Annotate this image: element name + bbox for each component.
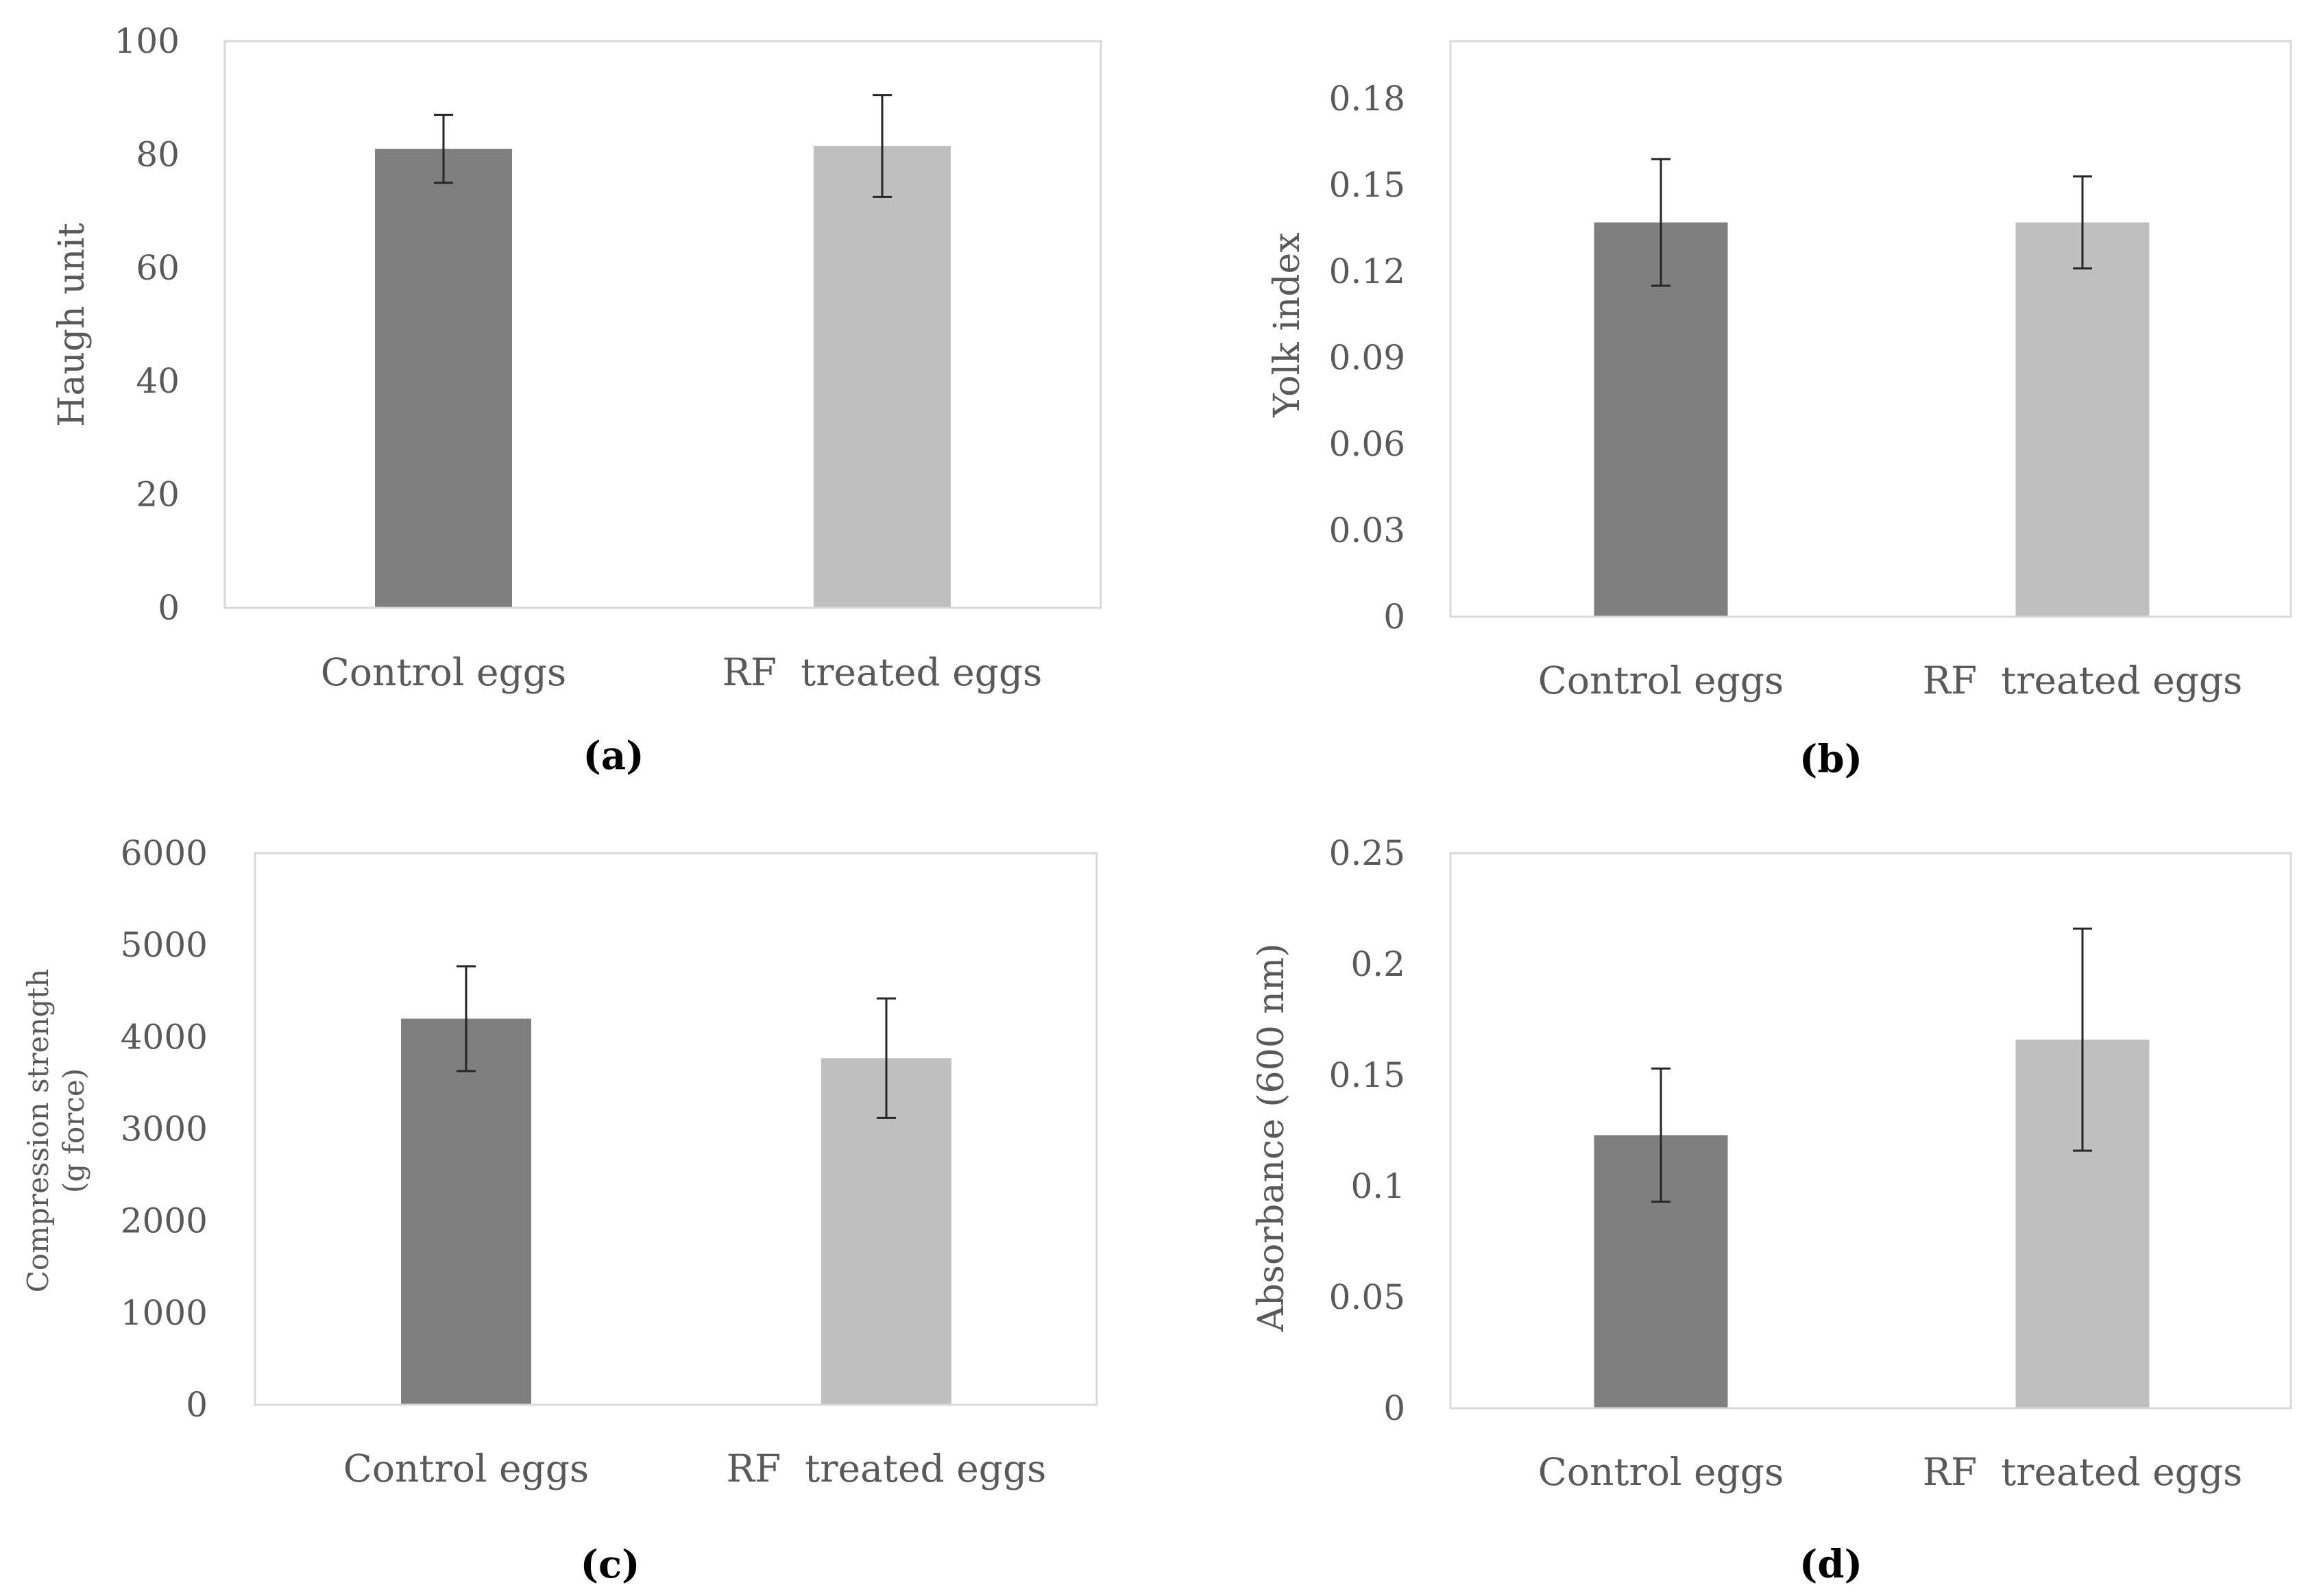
- error-bar: [2073, 175, 2092, 270]
- panel-b: 0 0.03 0.06 0.09 0.12 0.15 0.18 Control eggs RF…: [1267, 40, 2292, 782]
- y-tick-label: 20: [136, 475, 180, 515]
- panel-label-a: (a): [583, 733, 644, 778]
- panel-label-b: (b): [1799, 737, 1862, 782]
- bars-c: [401, 965, 951, 1405]
- plot-area-a: [223, 40, 1102, 609]
- bars-a: [375, 94, 951, 608]
- y-tick-label: 60: [136, 248, 180, 288]
- error-bar: [2073, 927, 2092, 1152]
- yticks-a: 0 20 40 60 80 100: [114, 21, 180, 628]
- y-tick-label: 6000: [121, 833, 208, 873]
- error-bar: [457, 965, 476, 1072]
- panel-a: 0 20 40 60 80 100 Control eggs RF treated eggs…: [51, 21, 1102, 778]
- error-bar: [877, 997, 896, 1119]
- yticks-c: 0 1000 2000 3000 4000 5000 6000: [121, 833, 208, 1425]
- bar: [2015, 222, 2150, 617]
- error-bar: [1651, 158, 1671, 287]
- bar: [814, 145, 951, 608]
- category-label: RF treated eggs: [722, 650, 1043, 694]
- plot-area-d: [1449, 852, 2292, 1410]
- y-axis-label-b: Yolk index: [1267, 232, 1308, 417]
- y-tick-label: 0: [1383, 1388, 1405, 1428]
- category-label: RF treated eggs: [1923, 659, 2243, 702]
- y-tick-label: 0.03: [1329, 511, 1405, 550]
- y-tick-label: 0.2: [1350, 944, 1405, 984]
- panel-label-d: (d): [1799, 1542, 1862, 1587]
- y-tick-label: 0.09: [1329, 338, 1405, 378]
- y-axis-label-c: Compression strength: [21, 969, 55, 1293]
- plot-area-b: [1449, 40, 2292, 618]
- y-axis-label-a: Haugh unit: [51, 223, 93, 427]
- y-tick-label: 4000: [121, 1017, 208, 1057]
- bars-b: [1594, 158, 2150, 617]
- panel-c: 0 1000 2000 3000 4000 5000 6000 Control eggs RF…: [21, 833, 1098, 1587]
- y-tick-label: 0.05: [1329, 1277, 1405, 1317]
- y-tick-label: 3000: [121, 1109, 208, 1149]
- panel-d: 0 0.05 0.1 0.15 0.2 0.25 Control eggs RF treat…: [1251, 833, 2292, 1587]
- category-label: Control eggs: [1538, 1450, 1784, 1494]
- category-label: Control eggs: [1538, 659, 1784, 702]
- category-label: RF treated eggs: [727, 1447, 1047, 1490]
- xlabels-b: Control eggs RF treated eggs: [1538, 659, 2243, 702]
- y-tick-label: 0.15: [1329, 165, 1405, 205]
- y-tick-label: 0.18: [1329, 79, 1405, 119]
- y-tick-label: 100: [114, 21, 180, 61]
- error-bar: [434, 114, 453, 184]
- y-tick-label: 0: [1383, 597, 1405, 637]
- y-tick-label: 40: [136, 361, 180, 401]
- y-tick-label: 0: [158, 588, 180, 628]
- category-label: RF treated eggs: [1923, 1450, 2243, 1494]
- y-tick-label: 1000: [121, 1293, 208, 1333]
- error-bar: [873, 94, 892, 198]
- yticks-d: 0 0.05 0.1 0.15 0.2 0.25: [1329, 833, 1405, 1428]
- y-tick-label: 2000: [121, 1201, 208, 1241]
- error-bar: [1651, 1067, 1671, 1203]
- panel-label-c: (c): [580, 1542, 640, 1587]
- y-tick-label: 0.25: [1329, 833, 1405, 873]
- bar: [375, 149, 512, 608]
- xlabels-d: Control eggs RF treated eggs: [1538, 1450, 2243, 1494]
- yticks-b: 0 0.03 0.06 0.09 0.12 0.15 0.18: [1329, 79, 1405, 637]
- y-tick-label: 0.06: [1329, 424, 1405, 464]
- y-tick-label: 0.12: [1329, 251, 1405, 291]
- category-label: Control eggs: [343, 1447, 589, 1490]
- y-axis-label-d: Absorbance (600 nm): [1251, 943, 1292, 1332]
- bar: [401, 1018, 531, 1405]
- y-axis-label-c-line2: (g force): [57, 1068, 90, 1193]
- category-label: Control eggs: [321, 650, 566, 694]
- plot-area-c: [254, 852, 1098, 1406]
- xlabels-a: Control eggs RF treated eggs: [321, 650, 1043, 694]
- bar: [1594, 222, 1728, 617]
- y-tick-label: 0: [186, 1385, 208, 1425]
- xlabels-c: Control eggs RF treated eggs: [343, 1447, 1047, 1490]
- y-tick-label: 0.15: [1329, 1055, 1405, 1095]
- y-tick-label: 80: [136, 134, 180, 174]
- y-tick-label: 5000: [121, 925, 208, 965]
- bars-d: [1594, 927, 2150, 1408]
- y-tick-label: 0.1: [1350, 1166, 1405, 1206]
